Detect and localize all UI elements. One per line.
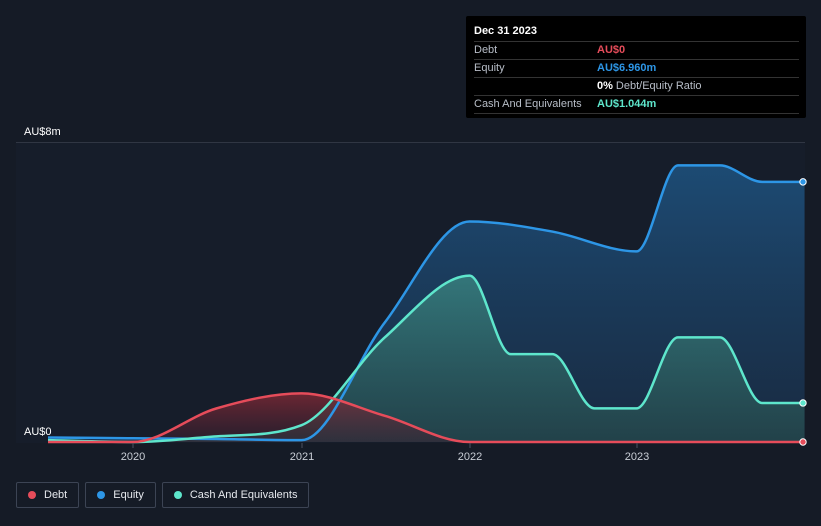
- tooltip-row-cash: Cash And Equivalents AU$1.044m: [474, 96, 799, 114]
- tooltip-row-ratio: 0% Debt/Equity Ratio: [474, 78, 799, 96]
- cash-and-equivalents-area: [48, 275, 805, 442]
- cash-and-equivalents-line: [47, 274, 805, 444]
- x-tick-label: 2021: [290, 451, 314, 463]
- chart-tooltip: Dec 31 2023 Debt AU$0 Equity AU$6.960m 0…: [466, 16, 806, 118]
- tooltip-date: Dec 31 2023: [474, 22, 799, 42]
- debt-area: [48, 393, 805, 442]
- tooltip-debt-value: AU$0: [597, 44, 626, 56]
- tooltip-ratio-label: [474, 78, 597, 95]
- y-axis-max-label: AU$8m: [24, 126, 61, 138]
- legend-equity-label: Equity: [113, 489, 144, 501]
- debt-line: [48, 392, 805, 444]
- cash-dot-icon: [173, 491, 182, 499]
- tooltip-equity-value: AU$6.960m: [597, 62, 657, 74]
- equity-end-point[interactable]: [799, 178, 807, 186]
- legend-item-debt[interactable]: Debt: [16, 482, 80, 508]
- tooltip-cash-value: AU$1.044m: [597, 98, 657, 110]
- equity-dot-icon: [97, 491, 106, 499]
- legend-debt-label: Debt: [44, 489, 68, 501]
- legend-item-equity[interactable]: Equity: [85, 482, 156, 508]
- tooltip-equity-label: Equity: [474, 62, 505, 74]
- x-axis-ticks: 2020 2021 2022 2023: [121, 443, 649, 463]
- x-tick-label: 2023: [625, 451, 649, 463]
- y-axis-min-label: AU$0: [24, 426, 52, 438]
- tooltip-cash-label: Cash And Equivalents: [474, 98, 582, 110]
- debt-dot-icon: [28, 491, 36, 499]
- x-tick-label: 2020: [121, 451, 145, 463]
- legend-item-cash[interactable]: Cash And Equivalents: [161, 482, 310, 508]
- equity-line: [47, 164, 805, 442]
- chart-legend: Debt Equity Cash And Equivalents: [16, 482, 310, 508]
- legend-cash-label: Cash And Equivalents: [189, 489, 298, 501]
- x-tick-label: 2022: [458, 451, 482, 463]
- tooltip-debt-label: Debt: [474, 44, 498, 56]
- tooltip-row-equity: Equity AU$6.960m: [474, 60, 799, 78]
- series-end-markers: [799, 178, 807, 446]
- cash-and-equivalents-end-point[interactable]: [799, 399, 807, 407]
- series-areas: [48, 165, 805, 443]
- debt-end-point[interactable]: [799, 438, 807, 446]
- series-lines: [47, 164, 805, 444]
- tooltip-ratio-unit: Debt/Equity Ratio: [615, 80, 702, 92]
- tooltip-row-debt: Debt AU$0: [474, 42, 799, 60]
- tooltip-ratio-value: 0%: [597, 80, 613, 92]
